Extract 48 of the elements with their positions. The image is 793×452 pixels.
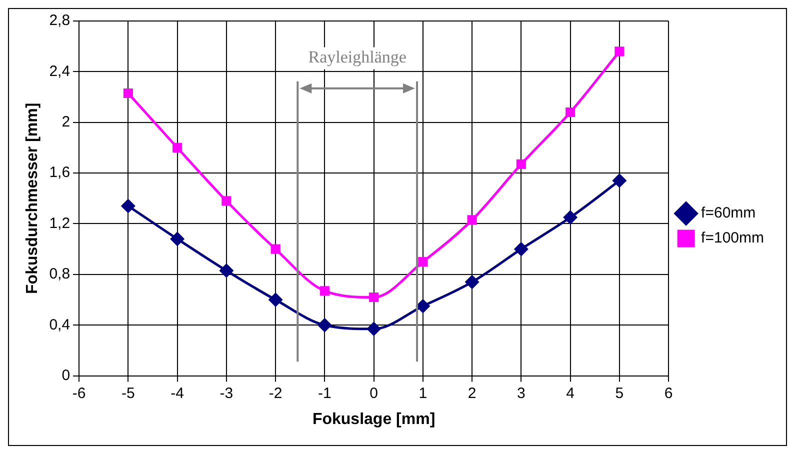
x-tick-label: -2 xyxy=(268,384,282,402)
y-tick-label: 0,4 xyxy=(49,316,70,334)
x-tick-label: -3 xyxy=(220,384,234,402)
point xyxy=(564,210,578,224)
point xyxy=(516,159,526,169)
point xyxy=(367,322,381,336)
point xyxy=(612,174,626,188)
x-tick-label: -6 xyxy=(72,384,86,402)
x-tick-label: -1 xyxy=(318,384,332,402)
legend-label: f=60mm xyxy=(701,204,756,222)
x-tick-label: 5 xyxy=(615,384,624,402)
y-tick-label: 2,4 xyxy=(49,62,70,80)
point xyxy=(318,318,332,332)
point xyxy=(418,256,428,267)
x-tick-label: -4 xyxy=(170,384,184,402)
point xyxy=(614,46,624,56)
y-tick-label: 0 xyxy=(62,366,70,384)
point xyxy=(123,88,133,98)
point xyxy=(170,232,184,246)
point xyxy=(566,107,576,118)
point xyxy=(222,196,232,206)
annotation: Rayleighlänge xyxy=(308,48,406,67)
x-tick-label: 1 xyxy=(418,384,428,402)
y-tick-label: 2,8 xyxy=(49,12,70,30)
x-tick-label: 2 xyxy=(468,384,476,402)
x-tick-label: 4 xyxy=(566,384,574,402)
point xyxy=(467,215,477,225)
y-tick-label: 1,6 xyxy=(49,164,70,182)
point xyxy=(270,244,280,254)
point xyxy=(121,199,135,213)
y-tick-label: 0,8 xyxy=(49,266,70,283)
point xyxy=(268,293,282,307)
legend-label: f=100mm xyxy=(701,230,764,247)
point xyxy=(220,264,234,278)
point xyxy=(465,275,479,289)
point xyxy=(320,286,330,296)
y-tick-label: 2 xyxy=(62,114,70,131)
x-tick-label: 0 xyxy=(370,384,378,402)
point xyxy=(172,142,182,152)
y-tick-label: 1,2 xyxy=(49,214,70,232)
point xyxy=(514,242,528,256)
x-tick-label: 6 xyxy=(664,384,673,402)
y-axis-title: Fokusdurchmesser [mm] xyxy=(24,102,42,294)
point xyxy=(369,292,379,302)
x-tick-label: 3 xyxy=(517,384,526,402)
x-tick-label: -5 xyxy=(122,384,135,402)
point xyxy=(416,299,430,313)
x-axis-title: Fokuslage [mm] xyxy=(312,410,436,428)
